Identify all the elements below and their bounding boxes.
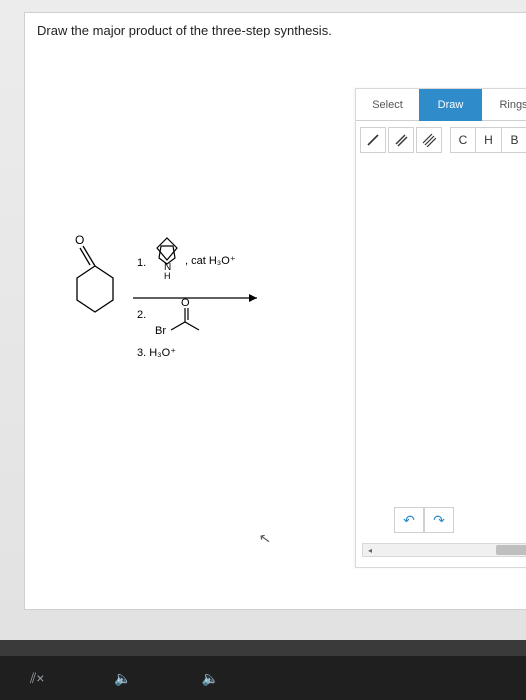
redo-button[interactable]: ↷ [424,507,454,533]
double-bond-button[interactable] [388,127,414,153]
single-bond-button[interactable] [360,127,386,153]
cursor-icon: ↖ [258,529,273,548]
mute-icon[interactable]: ⫽× [30,670,44,687]
question-prompt: Draw the major product of the three-step… [37,23,526,38]
volume-icon-2[interactable]: 🔈 [202,670,219,687]
reaction-diagram: O 1. N H , cat H₃O⁺ 2. [37,188,297,408]
taskbar: ⫽× 🔈 🔈 [0,656,526,700]
svg-text:Br: Br [155,325,166,337]
triple-bond-button[interactable] [416,127,442,153]
drawing-canvas[interactable] [356,159,526,519]
page-background: Draw the major product of the three-step… [0,0,526,640]
scroll-thumb[interactable] [496,545,526,555]
svg-text:O: O [181,297,190,309]
undo-redo-group: ↶ ↷ [394,507,454,533]
tab-draw[interactable]: Draw [419,89,482,121]
tool-row: C H B [356,121,526,159]
svg-text:2.: 2. [137,309,146,321]
atom-h-button[interactable]: H [476,127,502,153]
svg-text:, cat H₃O⁺: , cat H₃O⁺ [185,255,236,267]
tab-rings[interactable]: Rings [482,89,526,121]
horizontal-scrollbar[interactable]: ◂ [362,543,526,557]
svg-text:3. H₃O⁺: 3. H₃O⁺ [137,347,176,359]
undo-button[interactable]: ↶ [394,507,424,533]
svg-text:H: H [164,271,171,281]
atom-c-button[interactable]: C [450,127,476,153]
question-card: Draw the major product of the three-step… [24,12,526,610]
atom-button-group: C H B [450,127,526,153]
volume-icon-1[interactable]: 🔈 [114,670,131,687]
content-area: O 1. N H , cat H₃O⁺ 2. [37,48,526,588]
tab-row: Select Draw Rings [356,89,526,121]
drawing-panel: Select Draw Rings [355,88,526,568]
scroll-left-arrow[interactable]: ◂ [363,544,377,556]
atom-b-button[interactable]: B [502,127,526,153]
svg-text:O: O [75,233,84,247]
tab-select[interactable]: Select [356,89,419,121]
scroll-track[interactable] [377,545,526,555]
step1-label: 1. [137,257,146,269]
